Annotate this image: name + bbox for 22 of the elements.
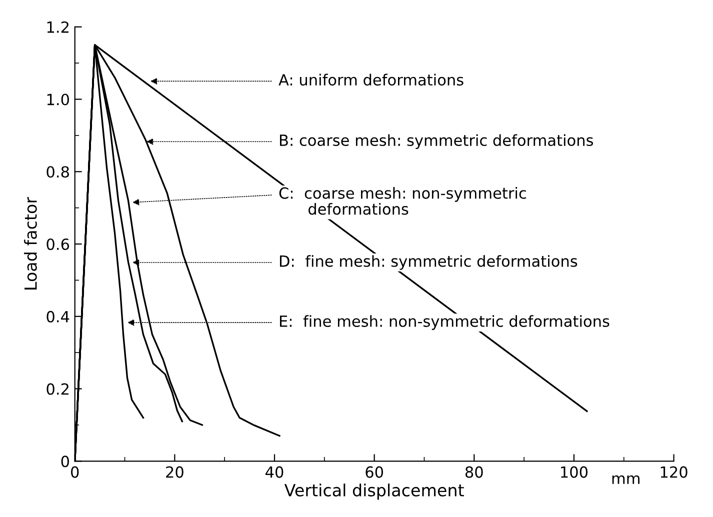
x-tick-label: 100 xyxy=(561,466,588,478)
annotation: C: coarse mesh: non-symmetric deformations xyxy=(279,187,526,215)
x-axis-title: Vertical displacement xyxy=(284,484,464,500)
y-axis-title: Load factor xyxy=(24,196,37,290)
y-tick-label: 0.6 xyxy=(46,238,70,250)
text: mm xyxy=(612,475,640,484)
annotation: E: fine mesh: non-symmetric deformations xyxy=(280,315,610,330)
annotation: B: coarse mesh: symmetric deformations xyxy=(280,134,594,149)
x-tick-label: 0 xyxy=(71,466,79,478)
x-tick-label: 80 xyxy=(465,466,483,478)
y-tick-label: 0.2 xyxy=(46,383,68,395)
x-tick-label: 20 xyxy=(166,466,184,478)
x-tick-label: 60 xyxy=(366,466,384,478)
annotation: A: uniform deformations xyxy=(278,74,464,86)
x-tick-label: 40 xyxy=(266,466,284,478)
y-tick-label: 0 xyxy=(61,456,69,468)
y-tick-label: 0.4 xyxy=(46,310,70,322)
y-tick-label: 1.2 xyxy=(47,21,68,33)
y-tick-label: 1.0 xyxy=(47,94,69,106)
y-tick-label: 0.8 xyxy=(46,166,69,178)
x-tick-label: 120 xyxy=(660,466,688,478)
annotation: D: fine mesh: symmetric deformations xyxy=(280,255,578,270)
